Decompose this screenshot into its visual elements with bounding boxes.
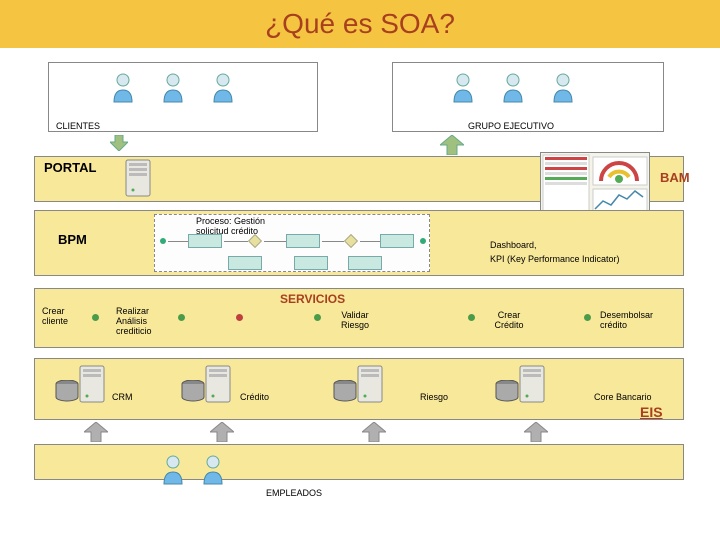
service-dot xyxy=(92,314,99,321)
process-line xyxy=(224,241,248,242)
sys-crm: CRM xyxy=(112,392,133,402)
page-title: ¿Qué es SOA? xyxy=(265,8,455,39)
person-icon xyxy=(200,454,226,486)
server-icon xyxy=(356,364,384,404)
bam-dashboard xyxy=(540,152,650,216)
svc-credito: Crear Crédito xyxy=(484,310,534,330)
server-icon xyxy=(78,364,106,404)
empleados-label: EMPLEADOS xyxy=(266,488,322,498)
svc-validar: Validar Riesgo xyxy=(330,310,380,330)
title-bar: ¿Qué es SOA? xyxy=(0,0,720,48)
svc-desembolsar: Desembolsar crédito xyxy=(600,310,670,330)
arrow-up-icon xyxy=(524,422,548,442)
person-icon xyxy=(160,72,186,104)
sys-riesgo: Riesgo xyxy=(420,392,448,402)
bam-label: BAM xyxy=(660,170,690,185)
empleados-layer xyxy=(34,444,684,480)
process-node xyxy=(188,234,222,248)
servicios-title: SERVICIOS xyxy=(280,292,345,306)
svc-crear-cliente: Crear cliente xyxy=(42,306,88,326)
process-node xyxy=(348,256,382,270)
process-end-dot xyxy=(420,238,426,244)
ejecutivo-label: GRUPO EJECUTIVO xyxy=(468,121,554,131)
arrow-up-icon xyxy=(210,422,234,442)
database-icon xyxy=(54,380,80,402)
bpm-label: BPM xyxy=(58,232,87,247)
sys-credito: Crédito xyxy=(240,392,269,402)
server-icon xyxy=(518,364,546,404)
process-node xyxy=(294,256,328,270)
sys-core: Core Bancario xyxy=(594,392,652,402)
service-dot xyxy=(468,314,475,321)
portal-label: PORTAL xyxy=(44,160,96,175)
process-node xyxy=(380,234,414,248)
database-icon xyxy=(332,380,358,402)
bam-caption2: KPI (Key Performance Indicator) xyxy=(490,254,620,264)
server-icon xyxy=(124,158,152,198)
service-dot xyxy=(178,314,185,321)
process-line xyxy=(360,241,380,242)
person-icon xyxy=(550,72,576,104)
svc-analisis: Realizar Análisis crediticio xyxy=(116,306,172,336)
process-label: Proceso: Gestión solicitud crédito xyxy=(196,216,276,236)
clientes-label: CLIENTES xyxy=(56,121,100,131)
database-icon xyxy=(494,380,520,402)
arrow-down-icon xyxy=(110,135,128,151)
person-icon xyxy=(210,72,236,104)
person-icon xyxy=(500,72,526,104)
person-icon xyxy=(110,72,136,104)
process-line xyxy=(168,241,188,242)
process-node xyxy=(286,234,320,248)
service-dot xyxy=(584,314,591,321)
process-node xyxy=(228,256,262,270)
eis-label: EIS xyxy=(640,404,663,420)
service-dot xyxy=(314,314,321,321)
person-icon xyxy=(450,72,476,104)
process-line xyxy=(322,241,344,242)
service-dot xyxy=(236,314,243,321)
bam-caption1: Dashboard, xyxy=(490,240,537,250)
process-start-dot xyxy=(160,238,166,244)
process-line xyxy=(264,241,286,242)
arrow-up-icon xyxy=(362,422,386,442)
server-icon xyxy=(204,364,232,404)
database-icon xyxy=(180,380,206,402)
person-icon xyxy=(160,454,186,486)
arrow-up-icon xyxy=(84,422,108,442)
arrow-up-icon xyxy=(440,135,464,155)
